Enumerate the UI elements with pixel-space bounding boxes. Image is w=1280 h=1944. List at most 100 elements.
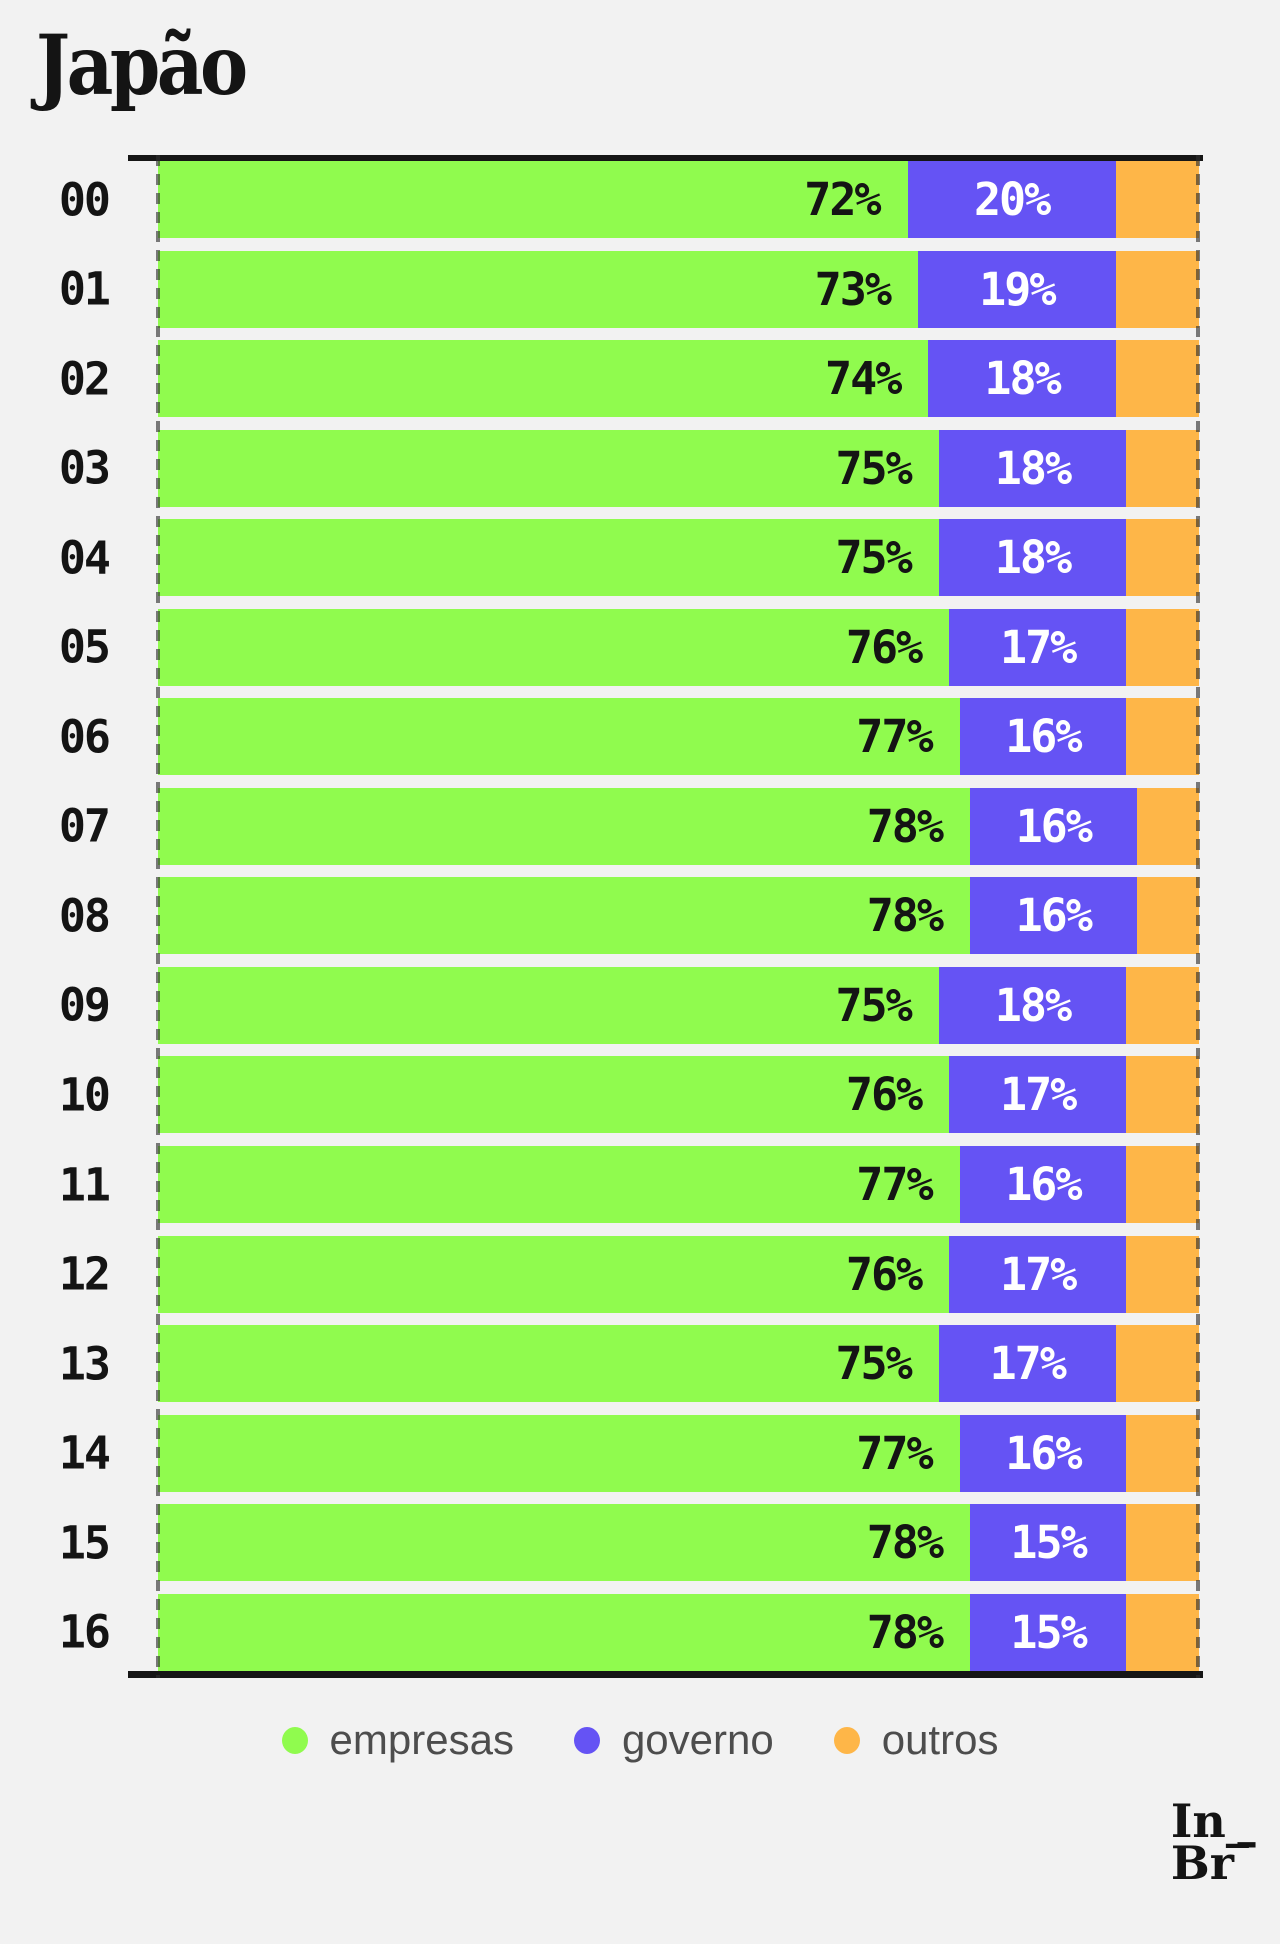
value-label-empresas: 78% xyxy=(866,889,944,943)
bar-row-06: 06 77% 16% xyxy=(59,698,1199,776)
bar-segment-outros xyxy=(1126,1235,1199,1313)
legend-dot-governo xyxy=(573,1726,600,1754)
top-axis-line xyxy=(128,155,1203,161)
year-label: 00 xyxy=(58,173,111,226)
bar-row-00: 00 72% 20% xyxy=(59,161,1199,238)
value-label-governo: 18% xyxy=(984,352,1061,406)
bar-segment-outros xyxy=(1126,1414,1199,1492)
bar-segment-empresas: 75% xyxy=(158,519,939,597)
value-label-governo: 15% xyxy=(1010,1605,1087,1659)
year-label: 03 xyxy=(58,441,111,495)
value-label-governo: 18% xyxy=(994,531,1072,585)
bar-row-16: 16 78% 15% xyxy=(59,1593,1199,1671)
value-label-governo: 17% xyxy=(989,1337,1067,1391)
value-label-governo: 20% xyxy=(973,173,1051,226)
bar-row-08: 08 78% 16% xyxy=(59,877,1199,955)
bar-segment-governo: 17% xyxy=(949,1056,1127,1134)
value-label-empresas: 77% xyxy=(856,1158,933,1212)
value-label-empresas: 74% xyxy=(825,352,902,406)
bar-segment-governo: 16% xyxy=(959,1146,1127,1224)
value-label-empresas: 77% xyxy=(856,1426,933,1480)
bar-rows: 00 72% 20% 01 73% 19% 02 74% 18% 03 75% 18% 04 75% 18%… xyxy=(59,161,1199,1671)
bar-row-05: 05 76% 17% xyxy=(59,608,1199,686)
value-label-governo: 19% xyxy=(979,262,1056,316)
value-label-empresas: 75% xyxy=(835,441,912,495)
bar-segment-governo: 15% xyxy=(969,1593,1127,1671)
bar-segment-outros xyxy=(1115,161,1199,238)
year-label: 07 xyxy=(58,799,111,853)
bar-segment-empresas: 75% xyxy=(158,429,939,507)
bar-segment-outros xyxy=(1136,877,1199,955)
bar-segment-outros xyxy=(1126,1504,1199,1582)
value-label-empresas: 75% xyxy=(835,531,912,585)
value-label-empresas: 76% xyxy=(845,1068,923,1122)
bar-segment-outros xyxy=(1115,250,1199,328)
value-label-governo: 18% xyxy=(994,441,1072,495)
value-label-empresas: 77% xyxy=(856,710,933,764)
bar-row-15: 15 78% 15% xyxy=(59,1504,1199,1582)
bar-row-01: 01 73% 19% xyxy=(59,250,1199,328)
bar-segment-empresas: 77% xyxy=(158,1146,960,1224)
value-label-governo: 16% xyxy=(1015,799,1093,853)
value-label-empresas: 72% xyxy=(804,173,881,226)
value-label-empresas: 78% xyxy=(866,1605,944,1659)
bar-segment-governo: 18% xyxy=(938,966,1127,1044)
bar-segment-governo: 16% xyxy=(969,877,1137,955)
legend-item-empresas: empresas xyxy=(281,1716,514,1764)
value-label-empresas: 76% xyxy=(845,1247,923,1301)
value-label-empresas: 75% xyxy=(835,1337,912,1391)
year-label: 04 xyxy=(58,531,111,585)
bar-segment-governo: 18% xyxy=(938,429,1127,507)
bar-segment-outros xyxy=(1136,787,1199,865)
bar-segment-empresas: 76% xyxy=(158,1056,950,1134)
value-label-empresas: 78% xyxy=(866,799,944,853)
bar-row-07: 07 78% 16% xyxy=(59,787,1199,865)
publisher-logo: In_ Br– xyxy=(1171,1798,1258,1886)
bar-segment-empresas: 72% xyxy=(158,161,908,238)
year-label: 13 xyxy=(58,1337,111,1391)
bar-segment-empresas: 76% xyxy=(158,1235,950,1313)
year-label: 09 xyxy=(58,978,111,1032)
bar-row-12: 12 76% 17% xyxy=(59,1235,1199,1313)
value-label-governo: 16% xyxy=(1005,710,1082,764)
year-label: 02 xyxy=(58,352,111,406)
value-label-governo: 16% xyxy=(1015,889,1093,943)
bar-row-09: 09 75% 18% xyxy=(59,966,1199,1044)
value-label-governo: 15% xyxy=(1010,1516,1087,1570)
bar-segment-governo: 20% xyxy=(907,161,1116,238)
bar-row-03: 03 75% 18% xyxy=(59,429,1199,507)
bar-row-13: 13 75% 17% xyxy=(59,1325,1199,1403)
legend: empresas governo outros xyxy=(0,1716,1280,1764)
value-label-governo: 16% xyxy=(1005,1158,1082,1212)
bar-segment-empresas: 78% xyxy=(158,787,970,865)
bar-segment-outros xyxy=(1126,519,1199,597)
year-label: 10 xyxy=(58,1068,111,1122)
value-label-empresas: 73% xyxy=(814,262,892,316)
bar-segment-empresas: 76% xyxy=(158,608,950,686)
bottom-axis-line xyxy=(128,1671,1203,1678)
year-label: 15 xyxy=(58,1516,111,1570)
year-label: 14 xyxy=(58,1426,111,1480)
bar-segment-governo: 17% xyxy=(949,1235,1127,1313)
bar-segment-outros xyxy=(1126,429,1199,507)
bar-row-02: 02 74% 18% xyxy=(59,340,1199,418)
bar-row-11: 11 77% 16% xyxy=(59,1146,1199,1224)
value-label-governo: 17% xyxy=(1000,1247,1077,1301)
legend-item-governo: governo xyxy=(573,1716,774,1764)
legend-label-empresas: empresas xyxy=(329,1716,514,1763)
bar-segment-empresas: 74% xyxy=(158,340,929,418)
bar-segment-outros xyxy=(1126,608,1199,686)
left-dashed-gridline xyxy=(156,155,160,1678)
bar-segment-governo: 16% xyxy=(959,698,1127,776)
logo-line-2-text: Br xyxy=(1170,1836,1234,1890)
legend-dot-outros xyxy=(833,1726,860,1754)
bar-segment-empresas: 77% xyxy=(158,698,960,776)
bar-segment-outros xyxy=(1126,1056,1199,1134)
bar-segment-empresas: 75% xyxy=(158,966,939,1044)
year-label: 05 xyxy=(58,620,111,674)
bar-segment-governo: 18% xyxy=(928,340,1116,418)
value-label-governo: 16% xyxy=(1005,1426,1082,1480)
bar-row-04: 04 75% 18% xyxy=(59,519,1199,597)
bar-segment-governo: 17% xyxy=(949,608,1127,686)
